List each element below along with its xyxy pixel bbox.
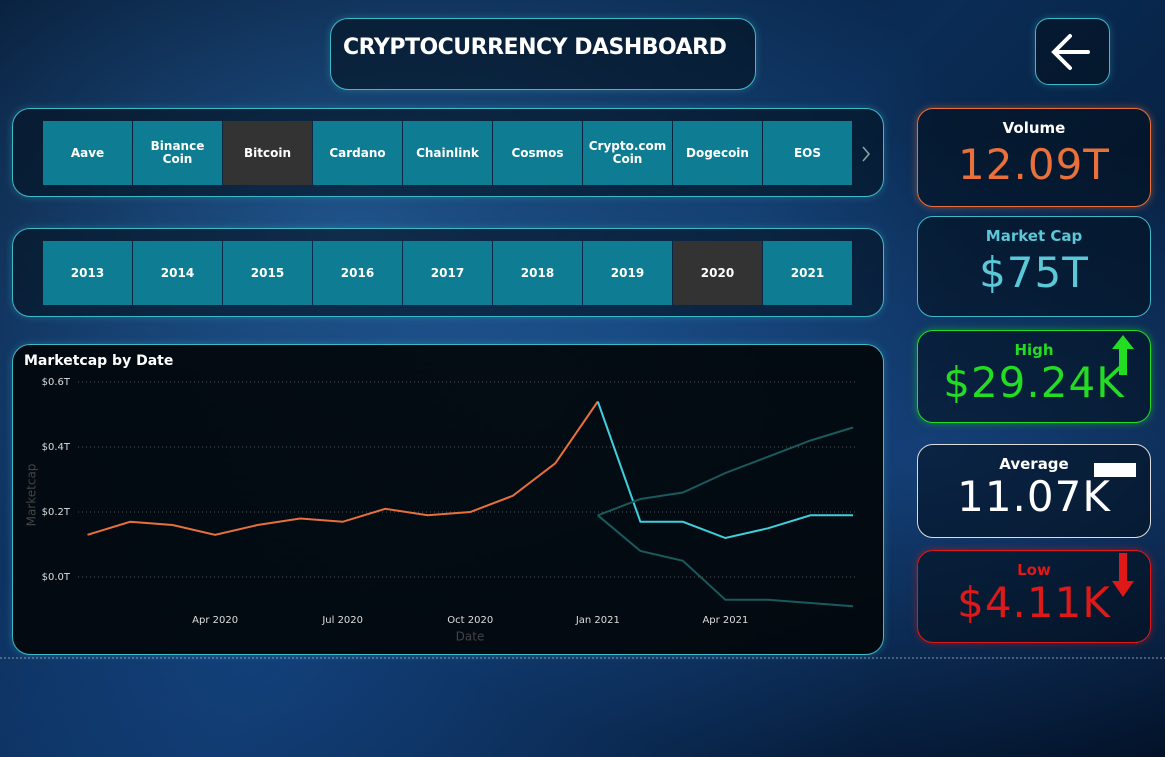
down-arrow-icon (1112, 553, 1134, 597)
year-button[interactable]: 2019 (583, 241, 672, 305)
year-button[interactable]: 2020 (673, 241, 762, 305)
year-slicer: 2013 2014 2015 2016 2017 2018 2019 2020 2021 (12, 228, 884, 317)
x-axis-label: Date (456, 630, 485, 644)
x-tick-label: Apr 2021 (702, 615, 748, 626)
x-tick-label: Jan 2021 (575, 615, 620, 626)
coin-button[interactable]: Cosmos (493, 121, 582, 185)
coin-slicer: Aave Binance Coin Bitcoin Cardano Chainlink C… (12, 108, 884, 197)
kpi-value: $4.11K (957, 578, 1111, 627)
indicator-icon (1094, 463, 1136, 477)
coin-button[interactable]: Aave (43, 121, 132, 185)
x-tick-label: Jul 2020 (321, 615, 363, 626)
up-arrow-icon (1112, 335, 1134, 375)
kpi-card: Average 11.07K (917, 444, 1151, 538)
kpi-value: 11.07K (957, 472, 1111, 521)
scroll-arrow[interactable] (860, 145, 872, 163)
back-icon (1051, 34, 1090, 70)
coin-button[interactable]: Cardano (313, 121, 402, 185)
coin-button[interactable]: EOS (763, 121, 852, 185)
kpi-label: Average (999, 455, 1069, 473)
title-box: CRYPTOCURRENCY DASHBOARD (330, 18, 756, 90)
year-button[interactable]: 2013 (43, 241, 132, 305)
kpi-card: High $29.24K (917, 330, 1151, 423)
year-button[interactable]: 2017 (403, 241, 492, 305)
kpi-value: $75T (979, 248, 1089, 297)
y-tick-label: $0.6T (42, 377, 71, 388)
year-button[interactable]: 2021 (763, 241, 852, 305)
chart-title: Marketcap by Date (24, 353, 173, 369)
y-tick-label: $0.0T (42, 572, 71, 583)
back-button[interactable] (1035, 18, 1110, 85)
coin-button[interactable]: Dogecoin (673, 121, 762, 185)
dashboard-title: CRYPTOCURRENCY DASHBOARD (343, 35, 727, 60)
year-button[interactable]: 2015 (223, 241, 312, 305)
kpi-label: Volume (1002, 119, 1066, 137)
coin-button[interactable]: Chainlink (403, 121, 492, 185)
kpi-label: Market Cap (985, 227, 1083, 245)
line-series (596, 401, 853, 540)
kpi-label: Low (1017, 561, 1051, 579)
x-tick-label: Oct 2020 (447, 615, 493, 626)
chart-panel (12, 344, 884, 655)
kpi-label: High (1014, 341, 1054, 359)
kpi-card: Volume 12.09T (917, 108, 1151, 207)
line-series (597, 514, 854, 608)
year-button[interactable]: 2016 (313, 241, 402, 305)
coin-button[interactable]: Bitcoin (223, 121, 312, 185)
coin-button[interactable]: Binance Coin (133, 121, 222, 185)
line-series (597, 426, 854, 517)
y-tick-label: $0.4T (42, 442, 71, 453)
y-tick-label: $0.2T (42, 507, 71, 518)
coin-button[interactable]: Crypto.com Coin (583, 121, 672, 185)
year-button[interactable]: 2018 (493, 241, 582, 305)
x-tick-label: Apr 2020 (192, 615, 238, 626)
kpi-value: 12.09T (958, 140, 1110, 189)
kpi-value: $29.24K (943, 358, 1125, 407)
year-button[interactable]: 2014 (133, 241, 222, 305)
y-axis-label: Marketcap (25, 464, 39, 527)
kpi-card: Market Cap $75T (917, 216, 1151, 317)
kpi-card: Low $4.11K (917, 550, 1151, 643)
line-series (87, 400, 599, 536)
